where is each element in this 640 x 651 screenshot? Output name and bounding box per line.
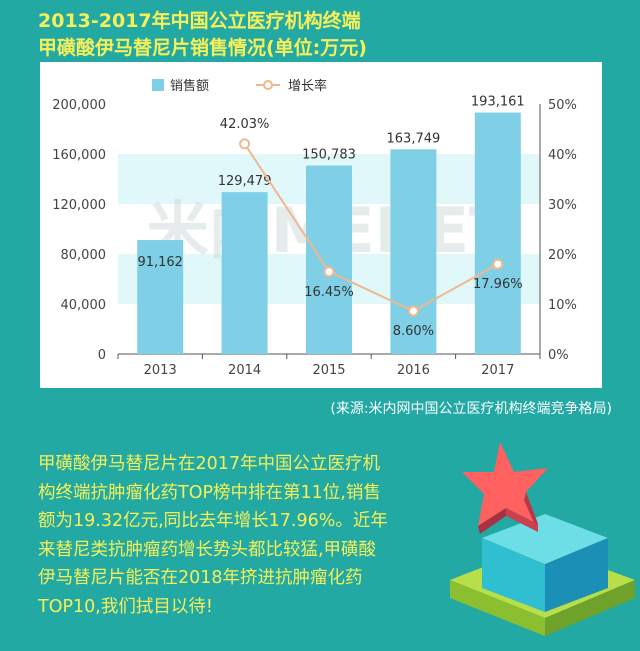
x-tick-label: 2014 — [228, 363, 261, 378]
growth-value-label: 17.96% — [473, 277, 523, 292]
y-tick-label: 0 — [98, 348, 106, 363]
bar — [474, 112, 521, 354]
paragraph-line: 额为19.32亿元,同比去年增长17.96%。近年 — [38, 511, 388, 531]
bar-value-label: 91,162 — [137, 255, 183, 270]
chart-panel: 米内MENET040,00080,000120,000160,000200,00… — [40, 62, 602, 388]
bar-value-label: 163,749 — [387, 131, 441, 146]
y-tick-label: 80,000 — [61, 248, 107, 263]
legend-bar-label: 销售额 — [170, 78, 209, 94]
y2-tick-label: 10% — [548, 298, 577, 313]
growth-value-label: 42.03% — [220, 117, 270, 132]
bar — [137, 240, 184, 354]
paragraph-line: 来替尼类抗肿瘤药增长势头都比较猛,甲磺酸 — [38, 539, 377, 560]
y-tick-label: 200,000 — [52, 98, 106, 113]
legend-line-label: 增长率 — [288, 78, 327, 94]
description-paragraph: 甲磺酸伊马替尼片在2017年中国公立医疗机 构终端抗肿瘤化药TOP榜中排在第11… — [38, 450, 458, 621]
source-note: (来源:米内网中国公立医疗机构终端竞争格局) — [330, 401, 612, 417]
x-tick-label: 2013 — [144, 363, 177, 378]
paragraph-line: 甲磺酸伊马替尼片在2017年中国公立医疗机 — [38, 454, 381, 474]
bar-value-label: 129,479 — [218, 174, 272, 189]
paragraph-line: TOP10,我们拭目以待! — [38, 596, 213, 617]
y2-tick-label: 0% — [548, 348, 569, 363]
y2-tick-label: 30% — [548, 198, 577, 213]
title-line-2: 甲磺酸伊马替尼片销售情况(单位:万元) — [38, 37, 367, 59]
y-tick-label: 40,000 — [61, 298, 107, 313]
y-tick-label: 160,000 — [52, 148, 106, 163]
sales-chart: 米内MENET040,00080,000120,000160,000200,00… — [52, 78, 577, 378]
bar — [221, 192, 268, 354]
chart-title: 2013-2017年中国公立医疗机构终端 甲磺酸伊马替尼片销售情况(单位:万元) — [38, 8, 367, 62]
bar-value-label: 150,783 — [302, 148, 356, 163]
growth-point — [407, 305, 419, 317]
growth-point — [239, 138, 251, 150]
growth-value-label: 16.45% — [304, 285, 354, 300]
star-on-cube-icon — [450, 442, 635, 636]
title-line-1: 2013-2017年中国公立医疗机构终端 — [38, 10, 361, 32]
x-tick-label: 2015 — [312, 363, 345, 378]
paragraph-line: 伊马替尼片能否在2018年挤进抗肿瘤化药 — [38, 568, 363, 588]
bar-value-label: 193,161 — [471, 95, 525, 110]
bar — [306, 165, 352, 354]
paragraph-line: 构终端抗肿瘤化药TOP榜中排在第11位,销售 — [38, 482, 381, 503]
y-tick-label: 120,000 — [52, 198, 106, 213]
y2-tick-label: 40% — [548, 148, 577, 163]
growth-line — [243, 143, 499, 313]
legend-line-marker — [263, 80, 273, 90]
legend-bar-swatch — [152, 79, 164, 91]
growth-point — [323, 266, 335, 278]
growth-value-label: 8.60% — [393, 324, 434, 339]
bar — [390, 149, 437, 354]
x-tick-label: 2017 — [481, 363, 514, 378]
x-tick-label: 2016 — [397, 363, 430, 378]
y2-tick-label: 20% — [548, 248, 577, 263]
growth-point — [492, 258, 504, 270]
y2-tick-label: 50% — [548, 98, 577, 113]
